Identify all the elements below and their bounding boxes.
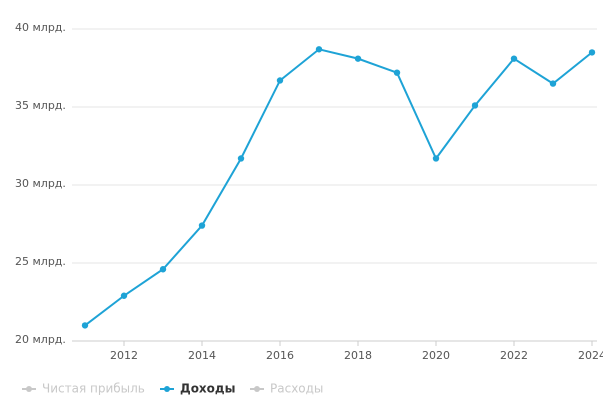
data-point [549, 80, 557, 87]
x-tick-label: 2022 [500, 349, 528, 362]
y-tick-label: 35 млрд. [15, 99, 66, 112]
x-tick-label: 2024 [578, 349, 603, 362]
data-point [120, 292, 128, 299]
data-point [354, 55, 362, 62]
data-point [393, 69, 401, 76]
data-point [432, 155, 440, 162]
data-point [159, 266, 167, 273]
y-tick-label: 20 млрд. [15, 333, 66, 346]
data-point [81, 322, 89, 329]
legend-swatch [164, 386, 170, 392]
data-point [315, 46, 323, 53]
y-tick-label: 40 млрд. [15, 21, 66, 34]
legend-swatch [26, 386, 32, 392]
data-point [471, 102, 479, 109]
legend-item[interactable]: Доходы [180, 382, 235, 396]
legend-swatch [254, 386, 260, 392]
x-tick-label: 2020 [422, 349, 450, 362]
y-tick-label: 30 млрд. [15, 177, 66, 190]
x-tick-label: 2018 [344, 349, 372, 362]
legend-item[interactable]: Расходы [270, 382, 323, 396]
x-tick-label: 2016 [266, 349, 294, 362]
legend-item[interactable]: Чистая прибыль [42, 382, 145, 396]
data-point [510, 55, 518, 62]
series-line [84, 48, 593, 327]
data-point [237, 155, 245, 162]
data-point [198, 222, 206, 229]
x-tick-label: 2014 [188, 349, 216, 362]
y-tick-label: 25 млрд. [15, 255, 66, 268]
data-point [276, 77, 284, 84]
x-tick-label: 2012 [110, 349, 138, 362]
data-point [588, 49, 596, 56]
